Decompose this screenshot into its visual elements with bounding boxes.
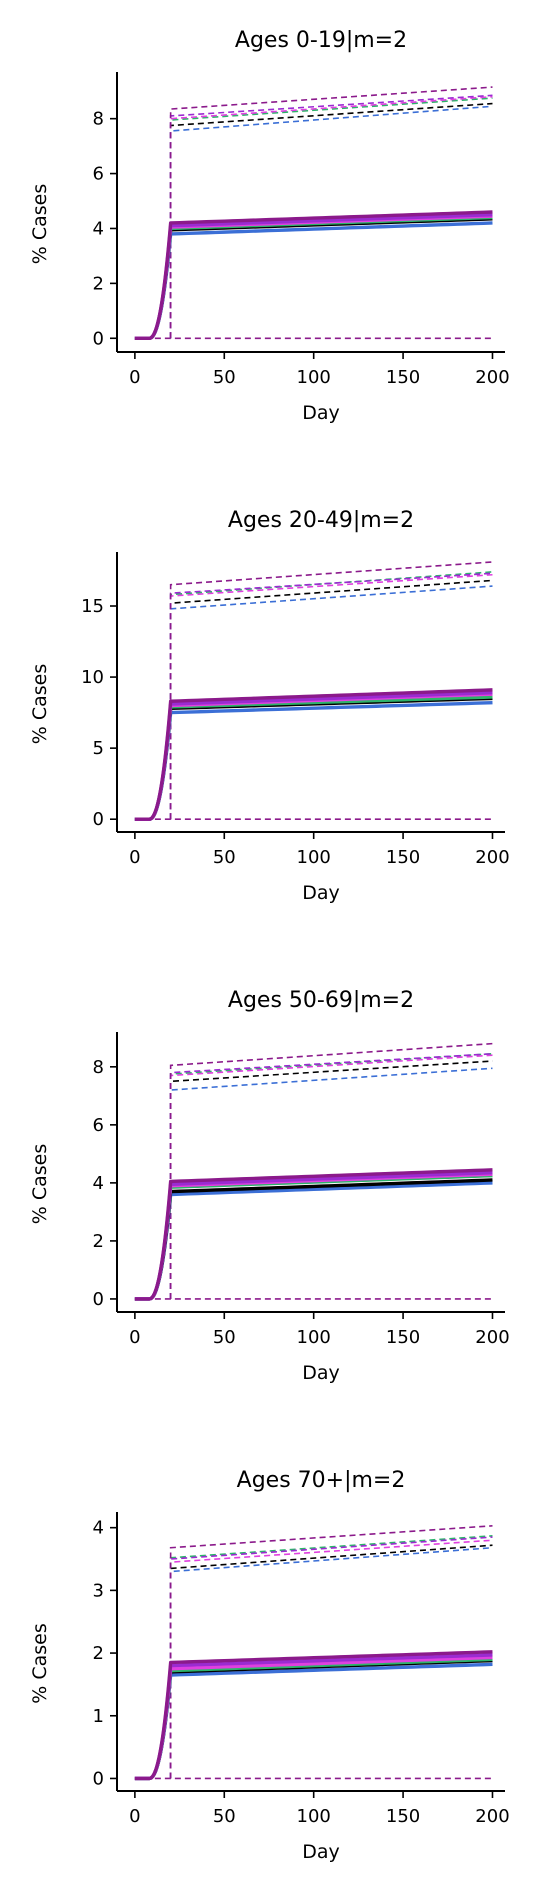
x-tick-label: 100 — [297, 1806, 331, 1827]
x-tick-label: 150 — [386, 367, 420, 388]
x-tick-label: 200 — [475, 367, 509, 388]
x-tick-label: 150 — [386, 847, 420, 868]
y-tick-label: 2 — [93, 273, 104, 294]
y-tick-label: 1 — [93, 1706, 104, 1727]
x-tick-label: 0 — [129, 1327, 140, 1348]
x-tick-label: 50 — [213, 1806, 236, 1827]
dashed-series-line-1 — [169, 1546, 493, 1779]
y-tick-label: 5 — [93, 738, 104, 759]
solid-series-line-6 — [134, 688, 493, 821]
dashed-series-line-1 — [169, 105, 493, 339]
solid-series-line-1 — [134, 1662, 493, 1781]
x-tick-label: 50 — [213, 1327, 236, 1348]
dashed-series-line-1 — [169, 1067, 493, 1299]
solid-series-line-3 — [134, 215, 493, 340]
x-tick-label: 100 — [297, 367, 331, 388]
solid-series-line-3 — [134, 695, 493, 821]
dashed-series-line-6 — [169, 1042, 493, 1299]
x-tick-label: 0 — [129, 367, 140, 388]
chart-title: Ages 0-19|m=2 — [235, 28, 407, 53]
x-tick-label: 200 — [475, 847, 509, 868]
solid-series-line-2 — [134, 1658, 493, 1781]
solid-series-line-1 — [134, 1181, 493, 1301]
chart-title: Ages 70+|m=2 — [237, 1468, 406, 1493]
x-tick-label: 200 — [475, 1806, 509, 1827]
solid-series-line-2 — [134, 1178, 493, 1301]
solid-series-line-6 — [134, 1168, 493, 1301]
chart-panel-4: Ages 70+|m=2 0 50 100 150 200 0 1 2 3 4 Day % Cases — [29, 1468, 510, 1863]
chart-panel-3: Ages 50-69|m=2 0 50 100 150 200 0 2 4 6 8 Day % Case… — [29, 988, 510, 1384]
x-axis-label: Day — [302, 882, 340, 904]
y-tick-label: 4 — [93, 1518, 104, 1539]
chart-title: Ages 20-49|m=2 — [228, 508, 414, 533]
solid-series-line-1 — [134, 221, 493, 340]
y-axis-label: % Cases — [29, 664, 51, 745]
chart-panel-2: Ages 20-49|m=2 0 50 100 150 200 0 5 10 15 Day % Cas… — [29, 508, 510, 904]
y-tick-label: 8 — [93, 1057, 104, 1078]
y-tick-label: 2 — [93, 1231, 104, 1252]
y-tick-label: 6 — [93, 164, 104, 185]
solid-series-line-3 — [134, 1657, 493, 1781]
y-tick-label: 10 — [81, 667, 104, 688]
x-tick-label: 100 — [297, 847, 331, 868]
y-axis-label: % Cases — [29, 184, 51, 265]
y-tick-label: 0 — [93, 328, 104, 349]
chart-panel-1: Ages 0-19|m=2 0 50 100 150 200 0 2 4 6 8 Day % Cases — [29, 28, 510, 424]
y-tick-label: 0 — [93, 1289, 104, 1310]
x-tick-label: 200 — [475, 1327, 509, 1348]
dashed-series-line-6 — [169, 1524, 493, 1779]
dashed-series-line-6 — [169, 561, 493, 820]
x-tick-label: 0 — [129, 847, 140, 868]
solid-series-line-1 — [134, 700, 493, 821]
solid-series-line-2 — [134, 217, 493, 340]
y-tick-label: 4 — [93, 1173, 104, 1194]
x-axis-label: Day — [302, 402, 340, 424]
x-tick-label: 0 — [129, 1806, 140, 1827]
dashed-series-line-6 — [169, 86, 493, 339]
y-tick-label: 0 — [93, 809, 104, 830]
y-tick-label: 8 — [93, 109, 104, 130]
solid-series-line-2 — [134, 696, 493, 821]
y-tick-label: 2 — [93, 1643, 104, 1664]
y-axis-label: % Cases — [29, 1623, 51, 1704]
x-tick-label: 150 — [386, 1806, 420, 1827]
x-tick-label: 100 — [297, 1327, 331, 1348]
y-tick-label: 0 — [93, 1768, 104, 1789]
y-axis-label: % Cases — [29, 1144, 51, 1225]
x-tick-label: 50 — [213, 367, 236, 388]
y-tick-label: 3 — [93, 1580, 104, 1601]
y-tick-label: 15 — [81, 596, 104, 617]
solid-series-line-6 — [134, 210, 493, 340]
chart-title: Ages 50-69|m=2 — [228, 988, 414, 1013]
x-tick-label: 150 — [386, 1327, 420, 1348]
x-axis-label: Day — [302, 1362, 340, 1384]
y-tick-label: 4 — [93, 218, 104, 239]
y-tick-label: 6 — [93, 1115, 104, 1136]
x-axis-label: Day — [302, 1841, 340, 1863]
x-tick-label: 50 — [213, 847, 236, 868]
solid-series-line-6 — [134, 1650, 493, 1781]
